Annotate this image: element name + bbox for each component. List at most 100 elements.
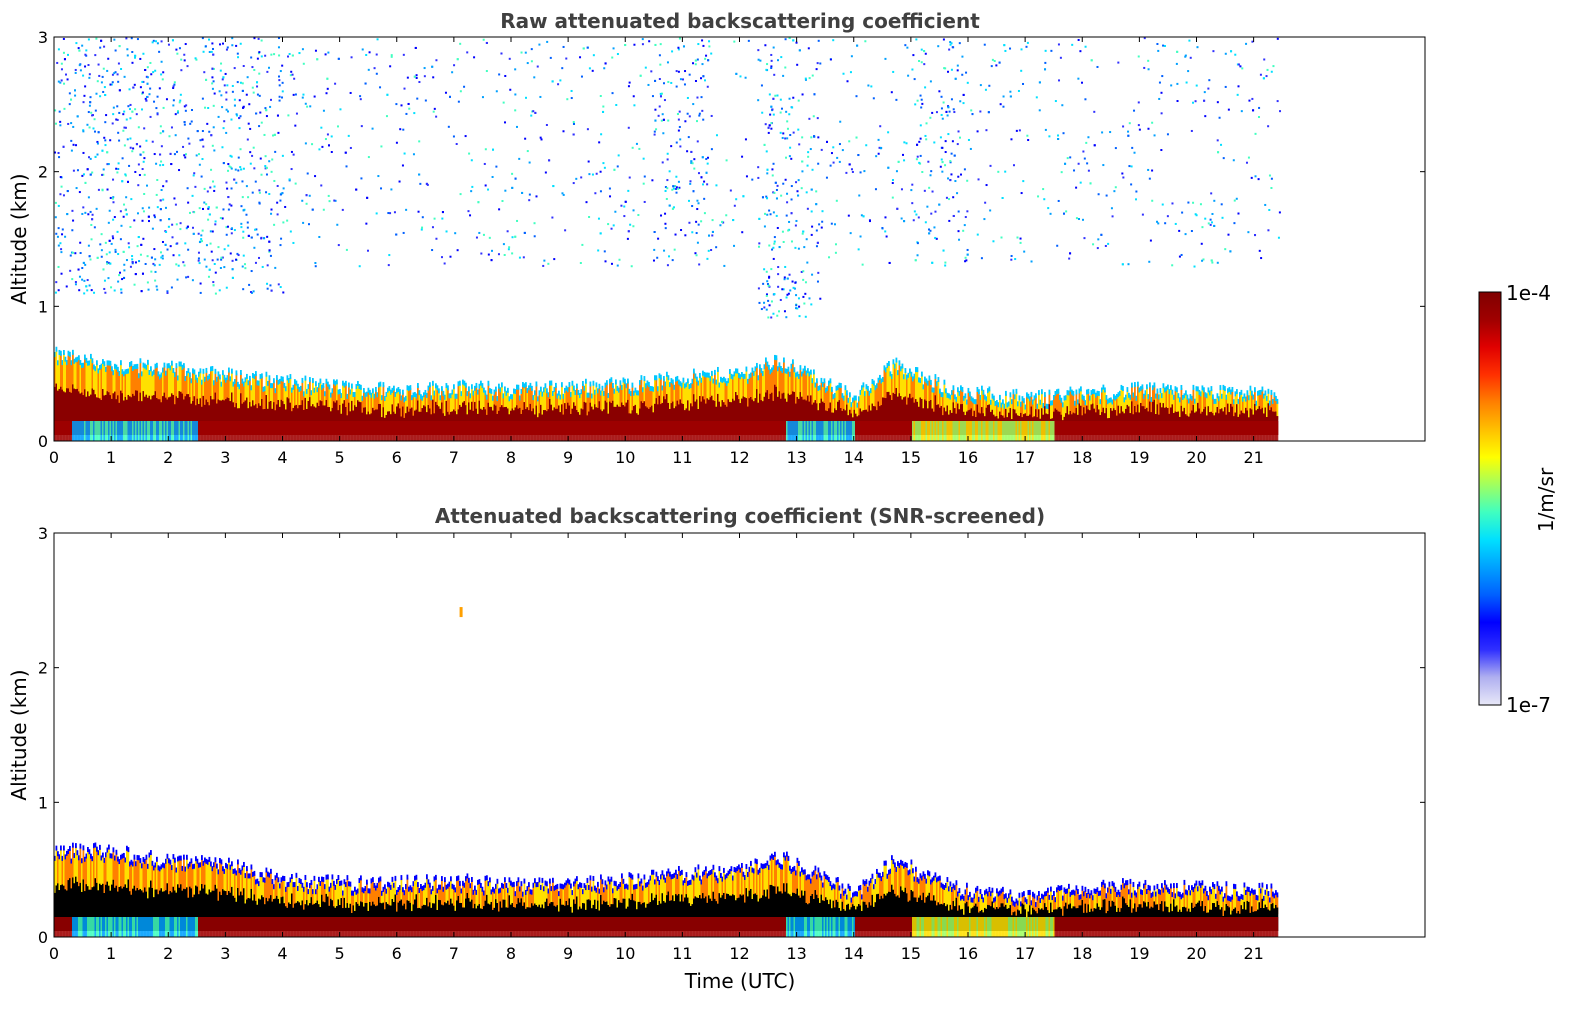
heatmap-cell — [969, 394, 971, 416]
heatmap-cell — [541, 421, 544, 441]
heatmap-cell — [529, 403, 532, 435]
heatmap-cell — [258, 94, 261, 97]
heatmap-cell — [225, 286, 228, 289]
heatmap-cell — [1035, 393, 1037, 399]
heatmap-cell — [1200, 391, 1202, 397]
heatmap-cell — [143, 127, 146, 130]
heatmap-cell — [733, 40, 736, 43]
heatmap-cell — [175, 48, 178, 51]
heatmap-cell — [721, 421, 724, 441]
heatmap-cell — [281, 81, 284, 84]
heatmap-cell — [1180, 384, 1183, 390]
heatmap-cell — [258, 125, 261, 128]
heatmap-cell — [738, 372, 740, 378]
heatmap-cell — [226, 378, 229, 407]
heatmap-cell — [751, 370, 754, 403]
heatmap-cell — [950, 173, 953, 176]
heatmap-cell — [178, 364, 181, 399]
heatmap-cell — [828, 421, 830, 441]
heatmap-cell — [652, 389, 655, 413]
heatmap-cell — [219, 400, 221, 435]
heatmap-cell — [1099, 402, 1102, 420]
heatmap-cell — [136, 390, 139, 435]
heatmap-cell — [377, 175, 380, 178]
heatmap-cell — [487, 380, 490, 386]
heatmap-cell — [261, 376, 263, 406]
heatmap-cell — [928, 378, 931, 407]
heatmap-cell — [958, 390, 961, 396]
heatmap-cell — [1065, 395, 1067, 401]
heatmap-cell — [507, 390, 509, 414]
heatmap-cell — [220, 62, 223, 65]
heatmap-cell — [1078, 403, 1081, 435]
heatmap-cell — [1167, 387, 1169, 412]
heatmap-cell — [547, 262, 550, 265]
heatmap-cell — [663, 249, 666, 252]
heatmap-cell — [951, 140, 954, 143]
heatmap-cell — [232, 421, 235, 441]
heatmap-cell — [642, 182, 645, 185]
heatmap-cell — [1239, 395, 1241, 416]
heatmap-cell — [931, 190, 934, 193]
heatmap-cell — [657, 404, 659, 435]
heatmap-cell — [64, 235, 67, 238]
heatmap-cell — [205, 244, 208, 247]
heatmap-cell — [915, 38, 918, 41]
heatmap-cell — [313, 421, 316, 441]
heatmap-cell — [709, 379, 712, 407]
heatmap-cell — [1224, 389, 1226, 413]
heatmap-cell — [544, 386, 547, 411]
heatmap-cell — [157, 421, 160, 441]
heatmap-cell — [211, 421, 214, 441]
heatmap-cell — [1004, 49, 1007, 52]
heatmap-cell — [258, 380, 260, 386]
heatmap-cell — [462, 402, 464, 435]
heatmap-cell — [708, 421, 710, 441]
heatmap-cell — [463, 85, 466, 88]
heatmap-cell — [103, 279, 106, 282]
heatmap-cell — [688, 115, 691, 118]
heatmap-cell — [210, 421, 212, 441]
heatmap-cell — [1171, 392, 1174, 415]
heatmap-cell — [849, 392, 851, 398]
heatmap-cell — [390, 54, 393, 57]
heatmap-cell — [787, 393, 790, 435]
heatmap-cell — [1043, 198, 1046, 201]
heatmap-cell — [1240, 110, 1243, 113]
heatmap-cell — [183, 154, 186, 157]
heatmap-cell — [417, 400, 419, 435]
heatmap-cell — [339, 108, 342, 111]
heatmap-cell — [387, 421, 389, 441]
heatmap-cell — [846, 80, 849, 83]
heatmap-cell — [690, 386, 692, 411]
heatmap-cell — [772, 191, 775, 194]
heatmap-cell — [56, 235, 59, 238]
heatmap-cell — [240, 369, 242, 375]
heatmap-cell — [642, 421, 644, 441]
heatmap-cell — [54, 354, 56, 394]
heatmap-cell — [102, 362, 104, 398]
heatmap-cell — [82, 206, 85, 209]
heatmap-cell — [95, 207, 98, 210]
heatmap-cell — [784, 371, 787, 403]
heatmap-cell — [652, 386, 655, 392]
heatmap-cell — [725, 159, 728, 162]
heatmap-cell — [1066, 421, 1069, 441]
heatmap-cell — [64, 356, 67, 362]
heatmap-cell — [748, 421, 751, 441]
heatmap-cell — [1155, 393, 1157, 399]
heatmap-cell — [779, 98, 782, 101]
heatmap-cell — [190, 421, 193, 441]
heatmap-cell — [146, 255, 149, 258]
heatmap-cell — [811, 273, 814, 276]
heatmap-cell — [619, 383, 622, 410]
heatmap-cell — [250, 385, 253, 391]
heatmap-cell — [900, 369, 902, 402]
heatmap-cell — [880, 421, 883, 441]
heatmap-cell — [243, 402, 245, 435]
heatmap-cell — [847, 214, 850, 217]
heatmap-cell — [675, 85, 678, 88]
heatmap-cell — [90, 289, 93, 292]
heatmap-cell — [291, 73, 294, 76]
heatmap-cell — [928, 401, 931, 435]
